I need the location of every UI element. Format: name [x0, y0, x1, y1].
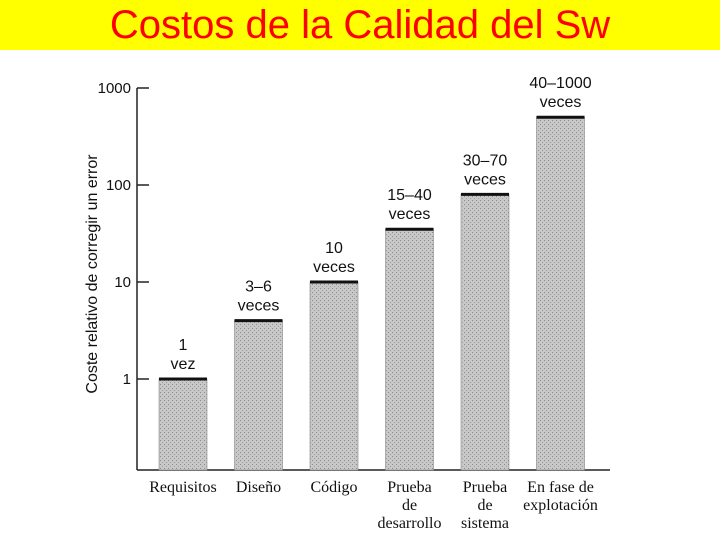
x-category-label-3-2: desarrollo: [378, 515, 442, 532]
bar-1: [234, 320, 283, 471]
bar-4: [460, 194, 510, 471]
bar-annotation-3-0: 15–40: [387, 187, 432, 204]
bar-annotation-2-0: 10: [325, 240, 343, 257]
x-category-label-2-0: Código: [310, 479, 357, 496]
bar-2: [309, 281, 359, 471]
bar-annotation-5-1: veces: [540, 94, 582, 111]
x-category-label-5-0: En fase de: [527, 479, 594, 496]
y-tick-label-1: 10: [114, 274, 131, 291]
y-tick-label-2: 100: [106, 177, 131, 194]
x-category-label-3-1: de: [402, 497, 417, 514]
bar-0: [158, 378, 208, 471]
x-category-label-1-0: Diseño: [236, 479, 281, 496]
bar-5: [536, 116, 585, 471]
slide-title: Costos de la Calidad del Sw: [109, 3, 611, 47]
x-category-label-4-2: sistema: [461, 515, 509, 532]
bar-annotation-4-0: 30–70: [463, 152, 508, 169]
bar-annotation-1-0: 3–6: [245, 279, 272, 296]
bar-annotation-2-1: veces: [313, 259, 355, 276]
y-tick-label-3: 1000: [98, 80, 131, 97]
bar-annotation-1-1: veces: [238, 298, 280, 315]
bar-annotation-4-1: veces: [464, 171, 506, 188]
x-category-label-3-0: Prueba: [387, 479, 431, 496]
y-tick-label-0: 1: [123, 371, 131, 388]
x-category-label-0-0: Requisitos: [149, 479, 217, 496]
bar-annotation-5-0: 40–1000: [529, 75, 591, 92]
bar-annotation-0-0: 1: [179, 337, 188, 354]
bar-annotation-0-1: vez: [171, 356, 196, 373]
bar-annotation-3-1: veces: [389, 206, 431, 223]
bar-3: [385, 228, 434, 471]
x-category-label-5-1: explotación: [523, 497, 598, 514]
x-category-label-4-1: de: [477, 497, 492, 514]
title-bar: Costos de la Calidad del Sw: [0, 0, 720, 50]
x-category-label-4-0: Prueba: [463, 479, 507, 496]
